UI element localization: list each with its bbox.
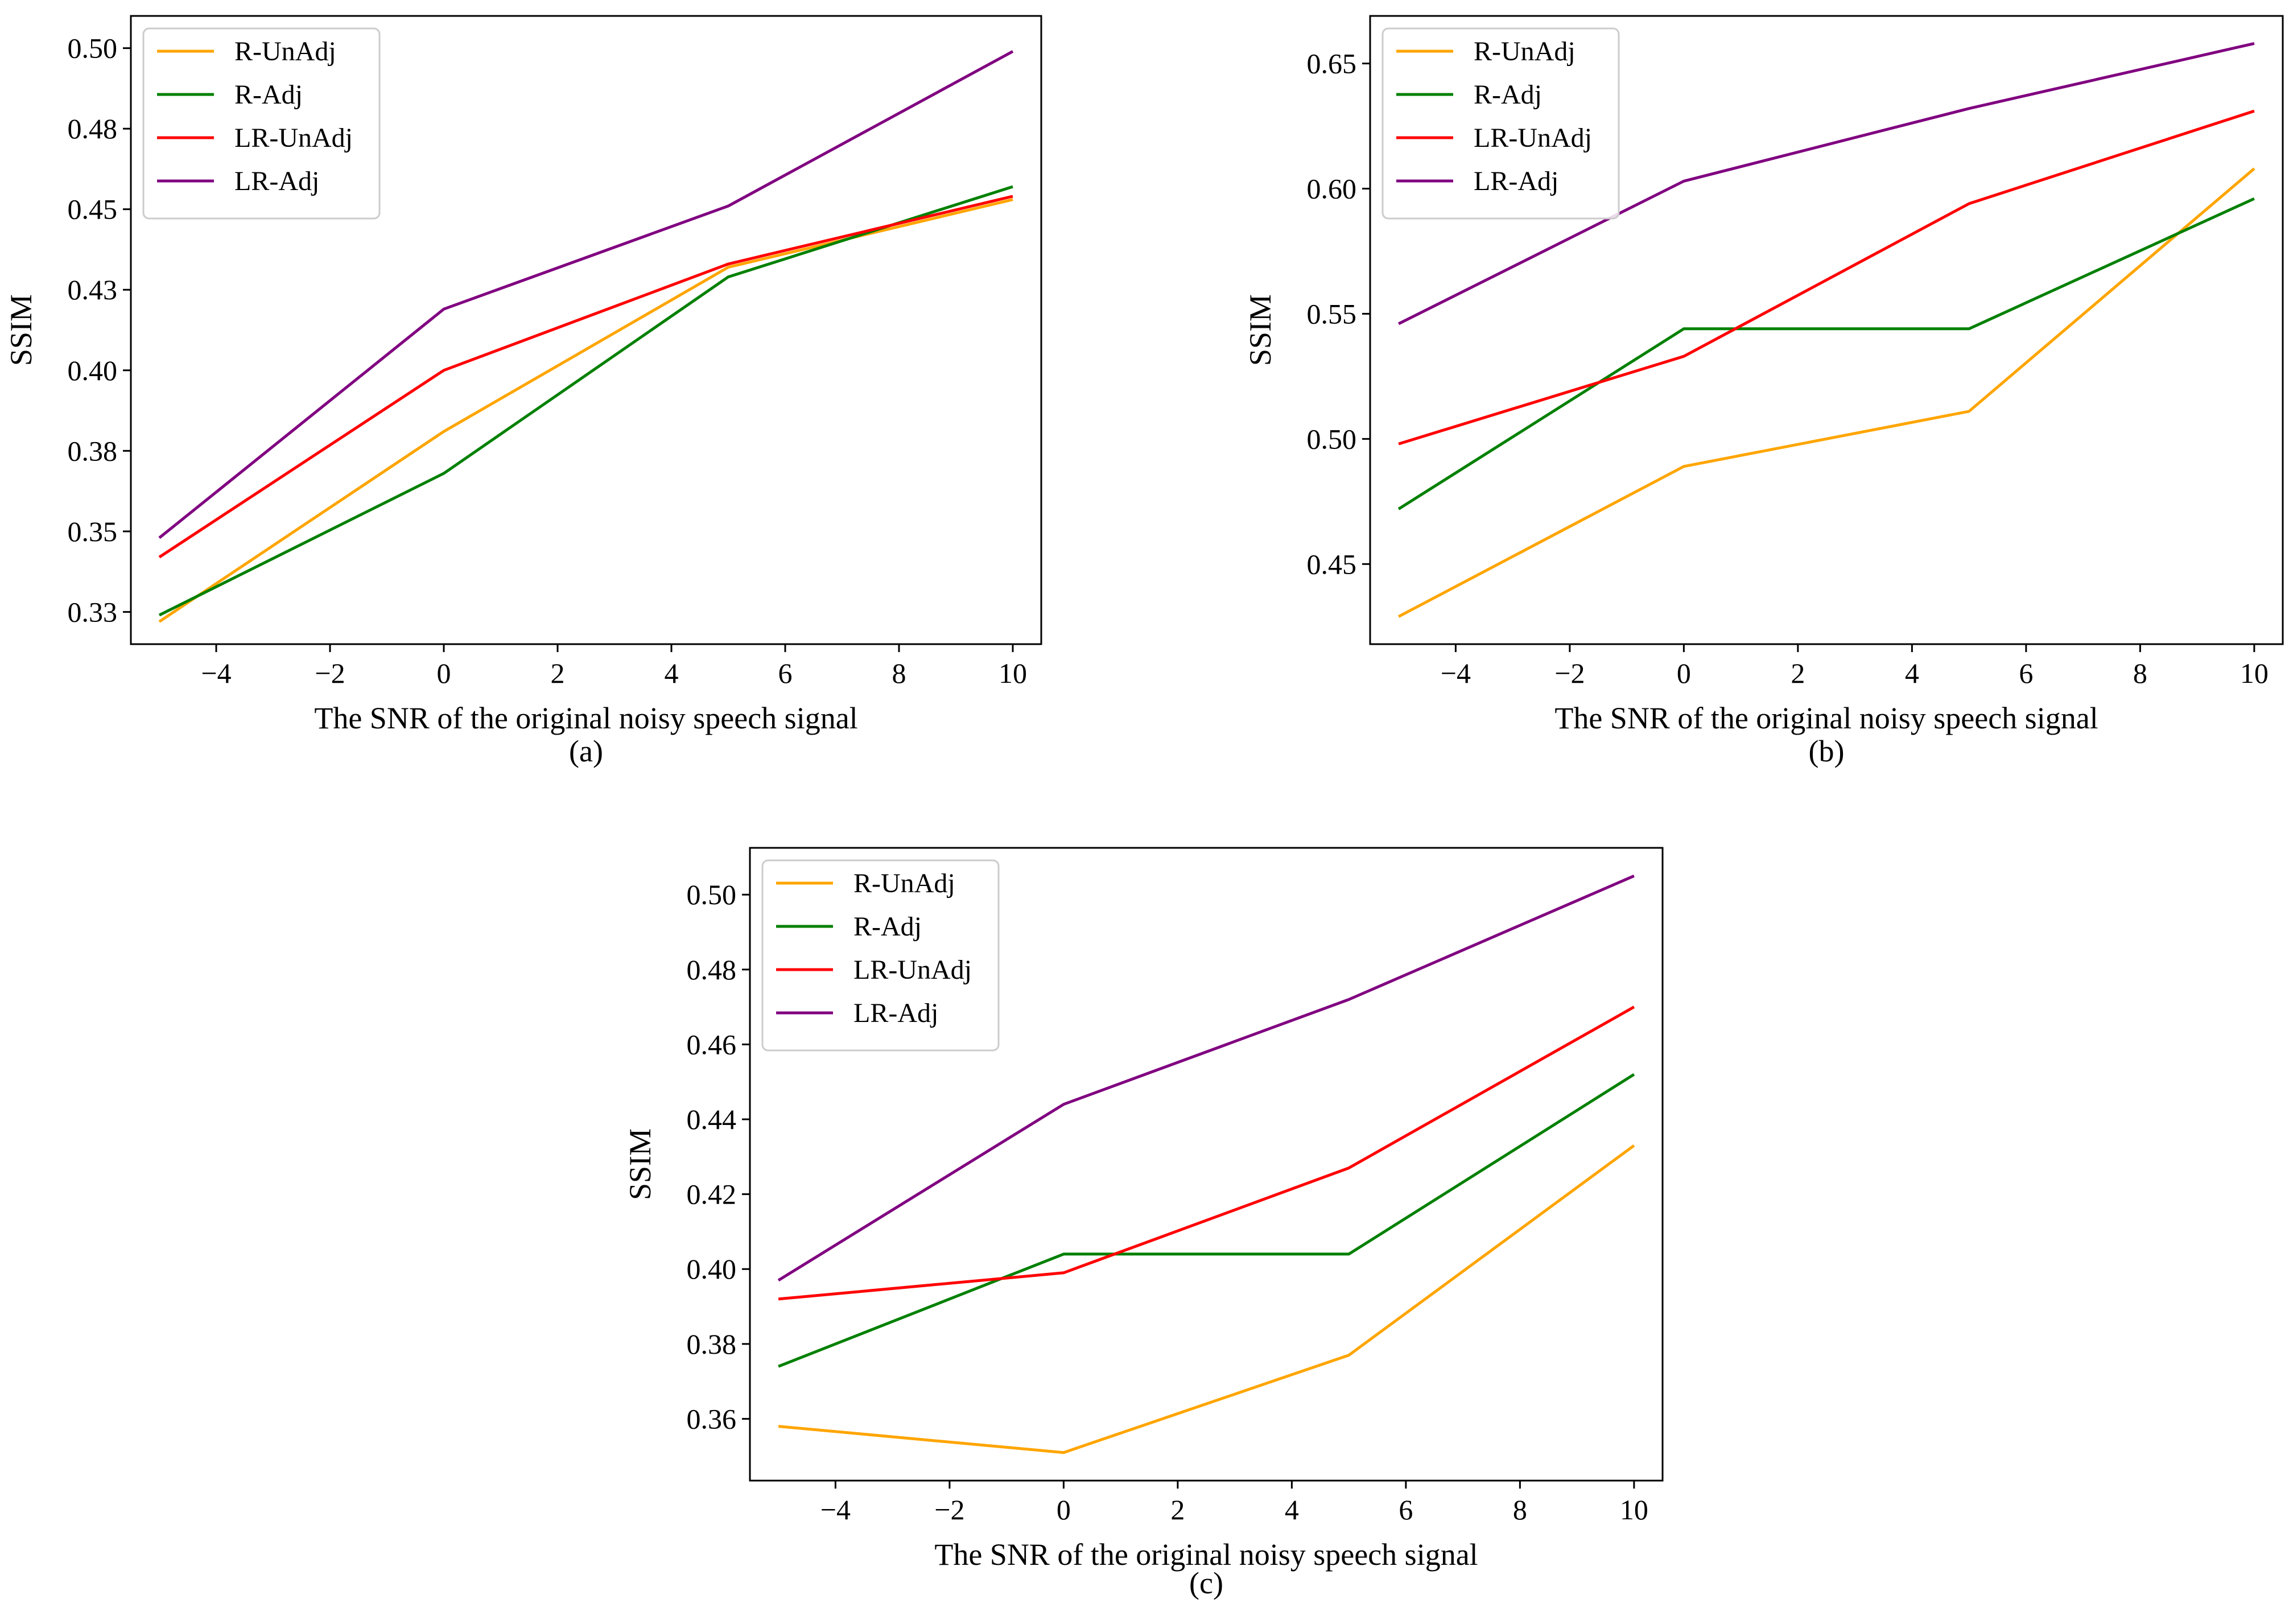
plot-frame bbox=[749, 847, 1664, 1482]
x-axis-title: The SNR of the original noisy speech sig… bbox=[314, 701, 857, 735]
y-tick-label: 0.36 bbox=[687, 1403, 737, 1435]
y-tick-label: 0.40 bbox=[687, 1253, 737, 1285]
legend-box bbox=[1381, 27, 1620, 220]
panel-caption: (b) bbox=[1809, 734, 1845, 768]
x-tick-label: 4 bbox=[1905, 657, 1919, 689]
x-tick-label: 6 bbox=[2019, 657, 2033, 689]
legend-label-r-adj: R-Adj bbox=[853, 912, 922, 942]
y-tick-label: 0.50 bbox=[1307, 423, 1357, 455]
plot-frame bbox=[1369, 15, 2284, 645]
legend: R-UnAdj R-Adj LR-UnAdj LR-Adj bbox=[1381, 27, 1620, 220]
y-tick-label: 0.60 bbox=[1307, 172, 1357, 204]
series-line-lr-adj bbox=[1397, 42, 2255, 325]
legend-label-lr-unadj: LR-UnAdj bbox=[853, 955, 972, 985]
x-tick-label: 10 bbox=[1620, 1494, 1648, 1526]
legend: R-UnAdj R-Adj LR-UnAdj LR-Adj bbox=[142, 27, 381, 220]
y-tick-label: 0.48 bbox=[68, 113, 118, 145]
legend-label-lr-adj: LR-Adj bbox=[234, 166, 319, 196]
y-axis-title: SSIM bbox=[623, 1128, 657, 1200]
x-tick-label: 0 bbox=[437, 657, 451, 689]
y-tick-label: 0.65 bbox=[1307, 48, 1357, 80]
y-tick-label: 0.48 bbox=[687, 954, 737, 986]
y-tick-label: 0.42 bbox=[687, 1178, 737, 1210]
legend-box bbox=[761, 859, 1000, 1052]
x-tick-label: 10 bbox=[999, 657, 1027, 689]
legend-label-lr-adj: LR-Adj bbox=[1474, 166, 1558, 196]
y-tick-label: 0.50 bbox=[687, 879, 737, 910]
x-tick-label: 2 bbox=[1170, 1494, 1185, 1526]
x-axis-title: The SNR of the original noisy speech sig… bbox=[1554, 701, 2098, 735]
y-tick-label: 0.43 bbox=[68, 274, 118, 306]
x-tick-label: −4 bbox=[201, 657, 231, 689]
chart-panel-1: −4 −2 0 2 4 6 8 10 0.33 0.35 0.38 0.40 0.43 0.45 0.48 0… bbox=[4, 15, 1042, 768]
y-tick-label: 0.38 bbox=[68, 435, 118, 467]
legend-label-r-unadj: R-UnAdj bbox=[1474, 36, 1576, 67]
x-tick-label: 0 bbox=[1057, 1494, 1071, 1526]
legend-label-r-adj: R-Adj bbox=[1474, 80, 1542, 110]
series-line-r-unadj bbox=[778, 1144, 1635, 1454]
y-axis-title: SSIM bbox=[4, 294, 38, 366]
y-tick-label: 0.35 bbox=[68, 516, 118, 547]
legend-label-lr-unadj: LR-UnAdj bbox=[1474, 123, 1592, 153]
series-line-r-unadj bbox=[158, 198, 1013, 623]
x-tick-label: −2 bbox=[1554, 657, 1585, 689]
plot-frame bbox=[130, 15, 1042, 645]
chart-panel-3: −4 −2 0 2 4 6 8 10 0.36 0.38 0.40 0.42 0.44 0.46 0.48 0… bbox=[623, 847, 1664, 1600]
x-tick-label: 8 bbox=[1513, 1494, 1527, 1526]
legend-label-r-adj: R-Adj bbox=[234, 80, 303, 110]
series-line-r-adj bbox=[778, 1073, 1635, 1368]
y-tick-label: 0.55 bbox=[1307, 298, 1357, 329]
x-axis-title: The SNR of the original noisy speech sig… bbox=[934, 1538, 1478, 1572]
series-line-r-adj bbox=[1397, 197, 2255, 510]
series-line-r-adj bbox=[158, 185, 1013, 617]
y-tick-label: 0.44 bbox=[687, 1103, 737, 1135]
x-tick-label: 10 bbox=[2240, 657, 2269, 689]
legend-label-r-unadj: R-UnAdj bbox=[853, 868, 955, 898]
x-tick-label: 4 bbox=[1285, 1494, 1299, 1526]
panel-caption: (c) bbox=[1189, 1566, 1223, 1600]
y-tick-label: 0.46 bbox=[687, 1028, 737, 1060]
y-tick-label: 0.50 bbox=[68, 32, 118, 64]
x-tick-label: −2 bbox=[315, 657, 345, 689]
panel-caption: (a) bbox=[569, 734, 603, 768]
x-tick-label: 6 bbox=[778, 657, 793, 689]
y-tick-label: 0.40 bbox=[68, 355, 118, 386]
x-tick-label: −4 bbox=[820, 1494, 851, 1526]
x-tick-label: −4 bbox=[1441, 657, 1471, 689]
x-tick-label: 0 bbox=[1677, 657, 1691, 689]
x-tick-label: 6 bbox=[1399, 1494, 1413, 1526]
y-tick-label: 0.45 bbox=[1307, 548, 1357, 580]
x-tick-label: 8 bbox=[2133, 657, 2147, 689]
series-line-lr-unadj bbox=[158, 195, 1013, 559]
series-line-r-unadj bbox=[1397, 167, 2255, 618]
legend-label-lr-adj: LR-Adj bbox=[853, 998, 938, 1028]
series-line-lr-unadj bbox=[1398, 109, 2255, 446]
chart-panel-2: −4 −2 0 2 4 6 8 10 0.45 0.50 0.55 0.60 0.65 The SNR o… bbox=[1243, 15, 2284, 768]
y-tick-label: 0.38 bbox=[687, 1328, 737, 1360]
y-tick-label: 0.45 bbox=[68, 193, 118, 225]
x-tick-label: −2 bbox=[934, 1494, 964, 1526]
y-axis-title: SSIM bbox=[1243, 294, 1277, 366]
legend-box bbox=[142, 27, 381, 220]
series-line-lr-adj bbox=[777, 875, 1635, 1282]
series-line-lr-adj bbox=[158, 50, 1014, 539]
legend-label-r-unadj: R-UnAdj bbox=[234, 36, 336, 67]
y-tick-label: 0.33 bbox=[68, 596, 118, 628]
x-tick-label: 8 bbox=[892, 657, 906, 689]
series-line-lr-unadj bbox=[778, 1005, 1635, 1301]
x-tick-label: 2 bbox=[1791, 657, 1805, 689]
x-tick-label: 2 bbox=[551, 657, 565, 689]
legend: R-UnAdj R-Adj LR-UnAdj LR-Adj bbox=[761, 859, 1000, 1052]
legend-label-lr-unadj: LR-UnAdj bbox=[234, 123, 353, 153]
x-tick-label: 4 bbox=[665, 657, 679, 689]
